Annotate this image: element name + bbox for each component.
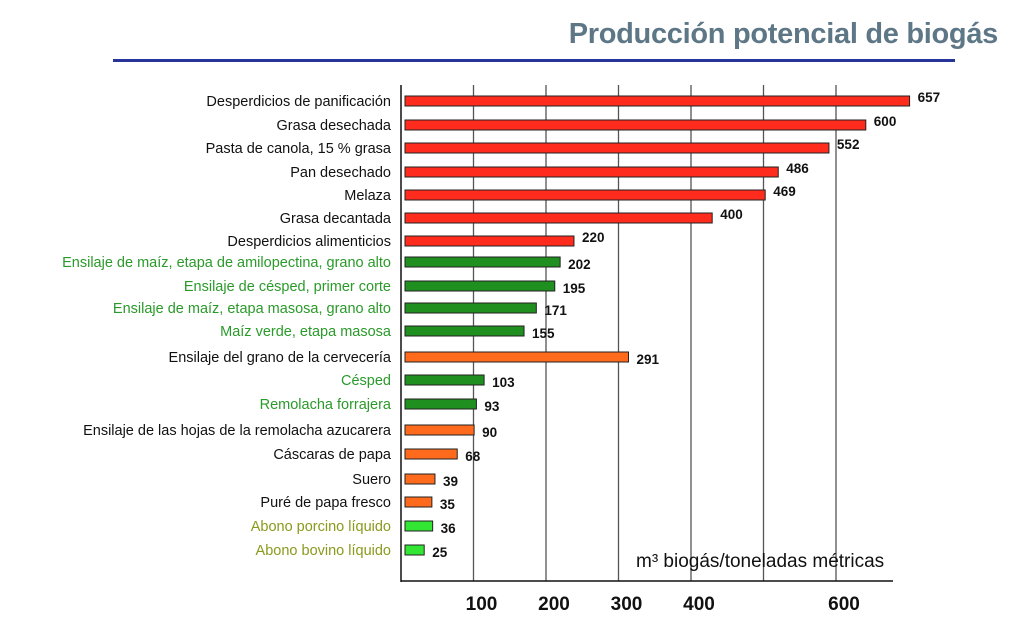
bar	[404, 398, 477, 410]
bar	[404, 351, 629, 363]
value-label: 68	[465, 449, 481, 464]
value-label: 171	[544, 303, 567, 318]
category-label: Suero	[352, 472, 391, 488]
category-label: Ensilaje del grano de la cervecería	[169, 350, 392, 366]
bar	[404, 280, 556, 292]
category-label: Melaza	[344, 188, 392, 204]
category-label: Pan desechado	[290, 165, 391, 181]
bar	[404, 496, 433, 508]
value-label: 93	[484, 399, 500, 414]
bar	[404, 212, 713, 224]
bar	[404, 544, 425, 556]
category-label: Desperdicios de panificación	[206, 94, 391, 110]
x-tick-label: 100	[466, 594, 498, 615]
category-labels: Desperdicios de panificación Grasa desech…	[62, 94, 392, 559]
value-label: 36	[441, 521, 457, 536]
category-label: Pasta de canola, 15 % grasa	[206, 141, 392, 157]
chart-title: Producción potencial de biogás	[568, 18, 999, 50]
value-label: 220	[582, 230, 605, 245]
title-underline	[113, 59, 955, 62]
bar	[404, 302, 537, 314]
category-label: Abono porcino líquido	[251, 519, 391, 535]
bar	[404, 473, 436, 485]
value-label: 202	[568, 257, 591, 272]
category-label: Ensilaje de las hojas de la remolacha az…	[83, 423, 392, 439]
category-label: Césped	[341, 373, 391, 389]
bars	[404, 95, 911, 556]
value-label: 90	[482, 425, 497, 440]
bar	[404, 424, 475, 436]
x-tick-label: 200	[538, 594, 570, 615]
category-label: Desperdicios alimenticios	[227, 234, 391, 250]
gridlines	[472, 85, 837, 581]
category-label: Remolacha forrajera	[260, 397, 392, 413]
value-label: 103	[492, 375, 515, 390]
x-tick-label: 300	[611, 594, 643, 615]
value-label: 469	[773, 184, 796, 199]
value-label: 155	[532, 326, 555, 341]
x-tick-label: 600	[828, 594, 860, 615]
value-label: 400	[720, 207, 743, 222]
value-label: 291	[636, 352, 659, 367]
value-label: 39	[443, 474, 458, 489]
bar	[404, 189, 766, 201]
value-label: 195	[563, 281, 586, 296]
value-label: 25	[432, 545, 448, 560]
category-label: Grasa desechada	[277, 118, 392, 134]
category-label: Ensilaje de maíz, etapa masosa, grano al…	[113, 301, 391, 317]
bar	[404, 256, 561, 268]
bar	[404, 119, 867, 131]
bar	[404, 95, 911, 107]
category-label: Ensilaje de maíz, etapa de amilopectina,…	[62, 255, 391, 271]
value-label: 657	[918, 90, 941, 105]
bar	[404, 166, 779, 178]
x-tick-label: 400	[683, 594, 715, 615]
category-label: Grasa decantada	[280, 211, 392, 227]
bar	[404, 142, 830, 154]
bar	[404, 374, 485, 386]
category-label: Maíz verde, etapa masosa	[220, 324, 392, 340]
bar	[404, 520, 434, 532]
category-label: Cáscaras de papa	[273, 447, 392, 463]
value-label: 35	[440, 497, 456, 512]
category-label: Puré de papa fresco	[260, 495, 391, 511]
category-label: Ensilaje de césped, primer corte	[184, 279, 391, 295]
value-labels: 657 600 552 486 469 400 220 202 195 171 155 291 103 9…	[432, 90, 940, 560]
value-label: 552	[837, 137, 860, 152]
bar	[404, 325, 525, 337]
bar	[404, 235, 575, 247]
x-axis-label: m³ biogás/toneladas métricas	[636, 551, 884, 572]
bar	[404, 448, 458, 460]
category-label: Abono bovino líquido	[256, 543, 391, 559]
value-label: 600	[874, 114, 897, 129]
value-label: 486	[786, 161, 809, 176]
x-tick-labels: 100 200 300 400 600	[466, 594, 860, 615]
